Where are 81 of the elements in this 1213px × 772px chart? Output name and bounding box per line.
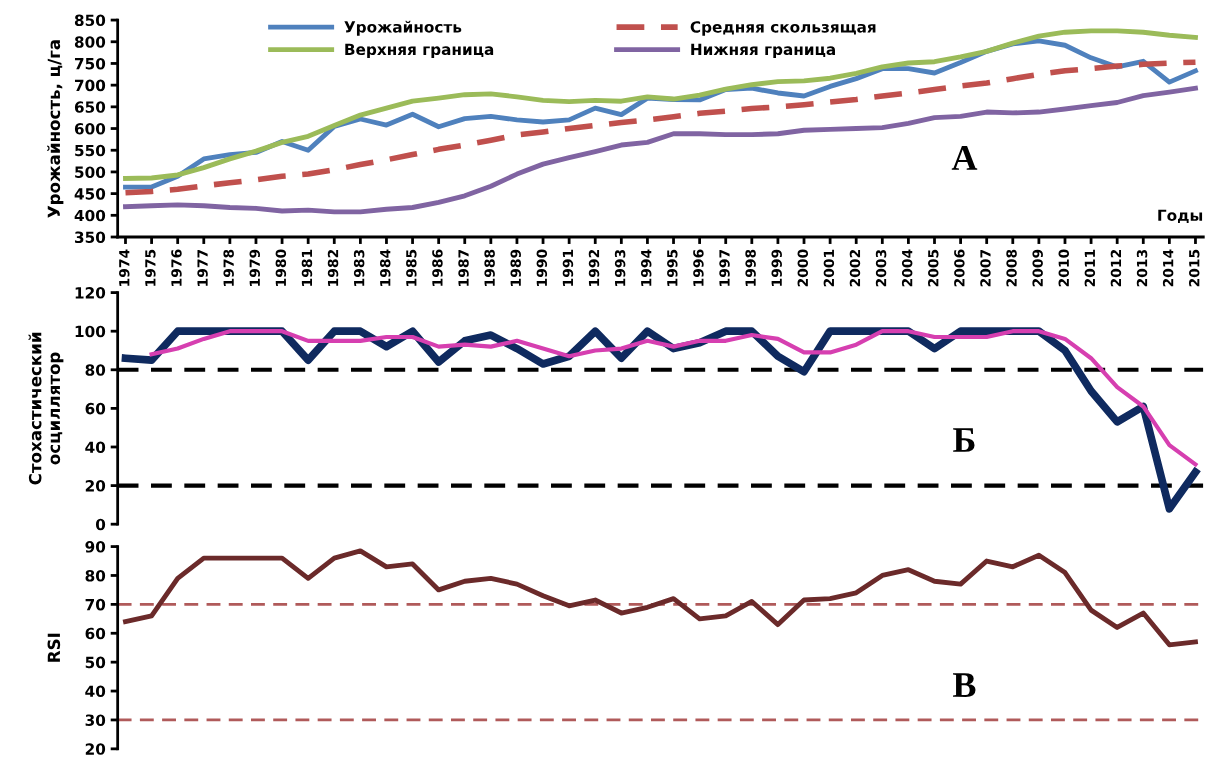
x-tick-label: 1985 — [406, 249, 417, 286]
legend-label: Средняя скользящая — [690, 21, 876, 36]
x-tick-label: 1980 — [275, 249, 287, 286]
x-tick-label: 2005 — [928, 249, 939, 287]
x-tick-label: 1989 — [510, 249, 521, 286]
y-tick-label: 350 — [74, 231, 106, 244]
x-tick-label: 2006 — [954, 249, 965, 287]
x-tick-label: 2004 — [901, 249, 913, 287]
x-tick-label: 1977 — [197, 249, 208, 286]
x-tick-label: 2011 — [1084, 249, 1096, 287]
x-tick-label: 2007 — [980, 249, 991, 287]
x-tick-label: 1990 — [536, 249, 548, 286]
y-tick-label: 80 — [85, 364, 106, 376]
x-tick-label: 1993 — [614, 249, 626, 286]
x-tick-label: 1983 — [353, 249, 365, 286]
y-tick-label: 600 — [74, 123, 106, 135]
y-tick-label: 60 — [85, 627, 106, 640]
x-tick-label: 1997 — [719, 249, 730, 286]
x-tick-label: 1974 — [119, 249, 130, 286]
x-tick-label: 2012 — [1110, 250, 1122, 287]
x-tick-label: 2014 — [1162, 249, 1174, 287]
x-tick-label: 2003 — [875, 249, 887, 287]
x-tick-label: 2002 — [849, 250, 861, 287]
y-tick-label: 50 — [85, 656, 106, 669]
y-tick-label: 70 — [85, 598, 106, 611]
x-tick-label: 2000 — [797, 249, 809, 287]
y-tick-label: 40 — [85, 685, 106, 698]
annotation: А — [951, 145, 978, 170]
y-tick-label: 750 — [74, 57, 106, 70]
x-tick-label: 1976 — [171, 249, 182, 286]
y-tick-label: 120 — [75, 287, 106, 299]
y-tick-label: 40 — [85, 441, 106, 454]
y-tick-label: 100 — [75, 325, 106, 338]
x-tick-label: 1979 — [249, 249, 261, 286]
annotation: Б — [953, 428, 975, 452]
x-tick-label: 1998 — [745, 249, 756, 286]
x-tick-label: 2013 — [1136, 249, 1148, 287]
x-axis-title: Годы — [1158, 209, 1203, 223]
line-series — [149, 329, 1198, 467]
x-tick-label: 1996 — [693, 249, 704, 286]
y-tick-label: 850 — [74, 14, 106, 27]
legend-label: Верхняя граница — [345, 43, 494, 59]
y-tick-label: 550 — [75, 144, 106, 157]
x-tick-label: 2009 — [1032, 249, 1043, 287]
y-tick-label: 500 — [75, 166, 106, 178]
y-tick-label: 80 — [85, 569, 106, 582]
x-tick-label: 1975 — [145, 249, 156, 286]
x-tick-label: 1984 — [379, 249, 391, 286]
legend-label: Урожайность — [344, 20, 462, 36]
y-tick-label: 60 — [85, 402, 106, 415]
y-tick-label: 400 — [74, 209, 106, 222]
x-tick-label: 1986 — [432, 249, 443, 286]
y-tick-label: 800 — [74, 36, 106, 48]
y-axis-title: RSI — [47, 633, 61, 662]
y-axis-title: Урожайность, ц/га — [47, 40, 64, 218]
y-tick-label: 450 — [74, 188, 106, 200]
y-axis-title: Стохастический осциллятор — [28, 332, 64, 485]
x-tick-label: 1988 — [484, 249, 495, 286]
line-series — [123, 548, 1198, 648]
y-tick-label: 20 — [85, 480, 106, 492]
x-tick-label: 2008 — [1006, 249, 1017, 287]
legend-label: Нижняя граница — [691, 43, 835, 59]
y-tick-label: 20 — [85, 743, 106, 755]
x-tick-label: 1987 — [458, 249, 469, 286]
x-tick-label: 2010 — [1058, 249, 1070, 287]
annotation: В — [953, 673, 976, 697]
x-tick-label: 1992 — [588, 250, 600, 286]
x-tick-label: 1995 — [667, 249, 678, 286]
y-tick-label: 700 — [74, 79, 106, 92]
y-tick-label: 90 — [85, 541, 106, 553]
y-tick-label: 30 — [85, 714, 106, 726]
x-tick-label: 2015 — [1188, 249, 1200, 287]
x-tick-label: 2001 — [823, 249, 835, 287]
x-tick-label: 1999 — [771, 249, 782, 286]
y-tick-label: 0 — [95, 518, 106, 531]
x-tick-label: 1991 — [562, 249, 574, 286]
y-tick-label: 650 — [74, 101, 106, 113]
x-tick-label: 1982 — [327, 250, 339, 286]
x-tick-label: 1978 — [223, 249, 234, 286]
x-tick-label: 1981 — [301, 249, 313, 286]
x-tick-label: 1994 — [640, 249, 652, 286]
